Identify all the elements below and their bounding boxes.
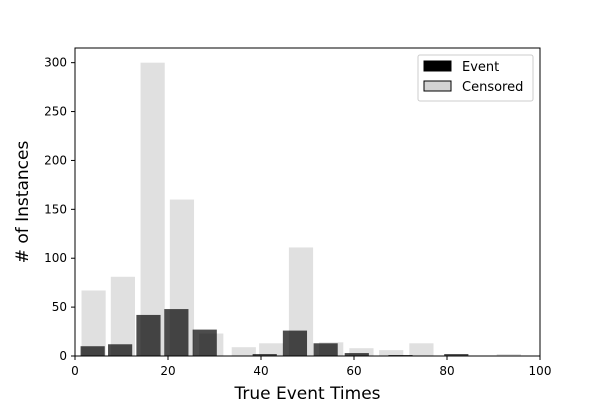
event-bar	[80, 346, 105, 356]
censored-bar	[409, 343, 434, 356]
x-tick-label: 0	[71, 364, 79, 378]
event-bar	[313, 343, 338, 356]
censored-bar	[496, 354, 521, 356]
legend: Event Censored	[417, 54, 534, 102]
y-tick-label: 300	[44, 56, 67, 70]
legend-label-censored: Censored	[462, 80, 523, 95]
legend-swatch-censored	[423, 80, 452, 92]
event-bar	[136, 314, 161, 356]
event-bar	[252, 354, 277, 356]
event-bar	[444, 354, 469, 356]
y-tick-label: 250	[44, 105, 67, 119]
censored-bar	[349, 348, 374, 356]
x-tick-label: 60	[346, 364, 361, 378]
censored-bar	[379, 350, 404, 356]
plot-frame	[74, 47, 541, 357]
y-tick-label: 150	[44, 202, 67, 216]
event-bar	[282, 330, 308, 356]
legend-label-event: Event	[462, 60, 499, 75]
x-tick-label: 40	[253, 364, 268, 378]
y-tick-label: 200	[44, 153, 67, 167]
censored-bar	[231, 347, 256, 356]
censored-bar	[259, 343, 284, 356]
bars-layer	[80, 62, 521, 357]
x-axis-label: True Event Times	[233, 384, 380, 400]
x-tick-label: 20	[160, 364, 175, 378]
y-tick-label: 50	[52, 300, 67, 314]
event-bar	[344, 353, 369, 356]
x-tick-label: 100	[529, 364, 552, 378]
censored-bar	[110, 276, 135, 356]
censored-bar	[81, 290, 106, 356]
legend-swatch-event	[423, 60, 452, 72]
x-tick-label: 80	[439, 364, 454, 378]
y-axis-label: # of Instances	[13, 141, 33, 264]
y-tick-label: 0	[59, 349, 67, 363]
y-tick-label: 100	[44, 251, 67, 265]
censored-bar	[140, 62, 165, 357]
event-bar	[164, 309, 189, 356]
ticks-layer: 0 20 40 60 80 100 0 50 100 150 200 250 300	[44, 56, 551, 378]
event-bar	[192, 329, 217, 356]
event-bar	[108, 344, 133, 356]
